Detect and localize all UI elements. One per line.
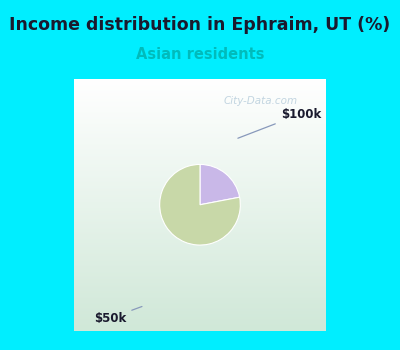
Text: City-Data.com: City-Data.com bbox=[224, 97, 298, 106]
Text: $50k: $50k bbox=[94, 307, 142, 325]
Text: Income distribution in Ephraim, UT (%): Income distribution in Ephraim, UT (%) bbox=[9, 16, 391, 34]
Wedge shape bbox=[160, 164, 240, 245]
Text: Asian residents: Asian residents bbox=[136, 47, 264, 62]
Wedge shape bbox=[200, 164, 240, 205]
Text: $100k: $100k bbox=[238, 107, 321, 138]
